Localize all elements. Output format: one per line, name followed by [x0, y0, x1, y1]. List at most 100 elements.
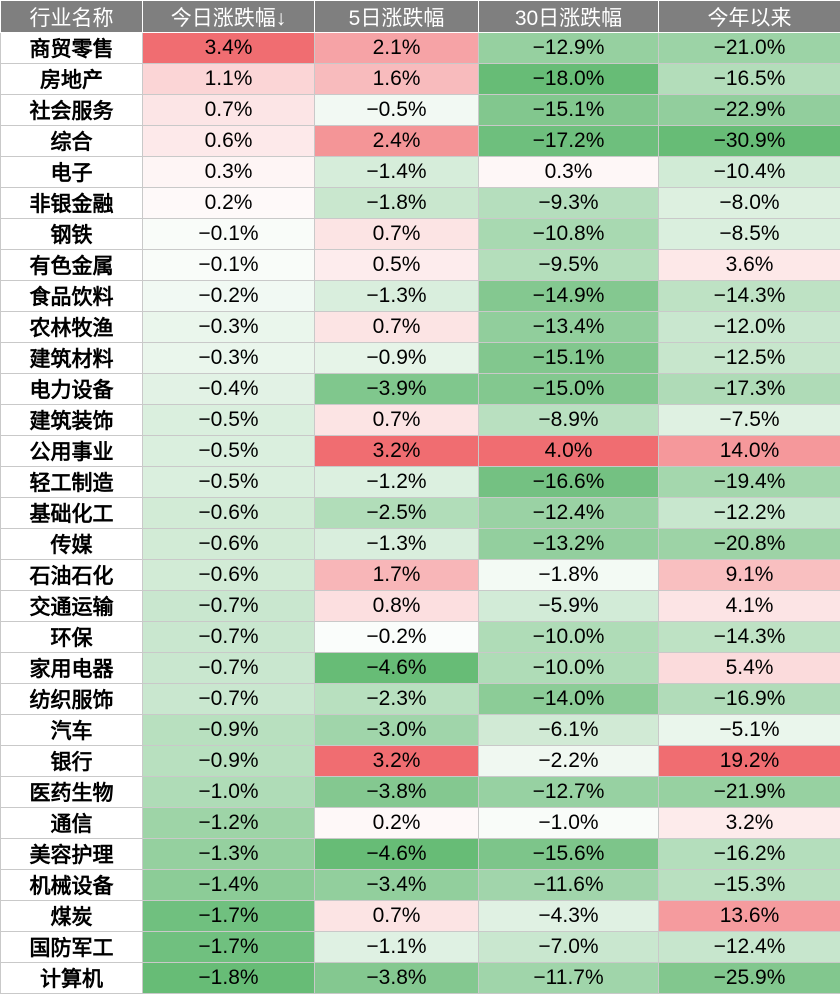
table-row: 建筑装饰−0.5%0.7%−8.9%−7.5%	[1, 405, 840, 436]
30day-change-cell: −8.9%	[479, 405, 659, 436]
30day-change-cell: 4.0%	[479, 436, 659, 467]
ytd-change-cell: −8.0%	[659, 188, 840, 219]
30day-change-cell: −14.9%	[479, 281, 659, 312]
5day-change-cell: 0.7%	[315, 901, 479, 932]
sector-name-cell: 非银金融	[1, 188, 143, 219]
ytd-change-cell: −16.2%	[659, 839, 840, 870]
5day-change-cell: 3.2%	[315, 746, 479, 777]
today-change-cell: −0.3%	[143, 343, 315, 374]
today-change-cell: −0.6%	[143, 529, 315, 560]
table-row: 银行−0.9%3.2%−2.2%19.2%	[1, 746, 840, 777]
30day-change-cell: −9.3%	[479, 188, 659, 219]
header-sector-name: 行业名称	[1, 1, 143, 33]
5day-change-cell: 0.7%	[315, 219, 479, 250]
sector-name-cell: 公用事业	[1, 436, 143, 467]
ytd-change-cell: −17.3%	[659, 374, 840, 405]
sector-name-cell: 综合	[1, 126, 143, 157]
30day-change-cell: −9.5%	[479, 250, 659, 281]
table-row: 农林牧渔−0.3%0.7%−13.4%−12.0%	[1, 312, 840, 343]
today-change-cell: −0.2%	[143, 281, 315, 312]
ytd-change-cell: 3.6%	[659, 250, 840, 281]
5day-change-cell: 3.2%	[315, 436, 479, 467]
30day-change-cell: −13.2%	[479, 529, 659, 560]
sector-name-cell: 轻工制造	[1, 467, 143, 498]
ytd-change-cell: −10.4%	[659, 157, 840, 188]
30day-change-cell: −11.7%	[479, 963, 659, 994]
5day-change-cell: 2.4%	[315, 126, 479, 157]
today-change-cell: −0.3%	[143, 312, 315, 343]
ytd-change-cell: −14.3%	[659, 622, 840, 653]
table-row: 石油石化−0.6%1.7%−1.8%9.1%	[1, 560, 840, 591]
5day-change-cell: −1.2%	[315, 467, 479, 498]
30day-change-cell: −15.0%	[479, 374, 659, 405]
5day-change-cell: −1.4%	[315, 157, 479, 188]
sector-name-cell: 有色金属	[1, 250, 143, 281]
sector-name-cell: 商贸零售	[1, 33, 143, 64]
30day-change-cell: −10.0%	[479, 622, 659, 653]
5day-change-cell: 1.7%	[315, 560, 479, 591]
5day-change-cell: −3.8%	[315, 777, 479, 808]
ytd-change-cell: −12.2%	[659, 498, 840, 529]
30day-change-cell: −1.8%	[479, 560, 659, 591]
ytd-change-cell: −21.9%	[659, 777, 840, 808]
today-change-cell: 0.6%	[143, 126, 315, 157]
sector-name-cell: 传媒	[1, 529, 143, 560]
30day-change-cell: −4.3%	[479, 901, 659, 932]
table-row: 钢铁−0.1%0.7%−10.8%−8.5%	[1, 219, 840, 250]
table-row: 机械设备−1.4%−3.4%−11.6%−15.3%	[1, 870, 840, 901]
table-row: 轻工制造−0.5%−1.2%−16.6%−19.4%	[1, 467, 840, 498]
5day-change-cell: −0.5%	[315, 95, 479, 126]
table-row: 煤炭−1.7%0.7%−4.3%13.6%	[1, 901, 840, 932]
today-change-cell: −0.1%	[143, 219, 315, 250]
ytd-change-cell: −15.3%	[659, 870, 840, 901]
ytd-change-cell: −12.5%	[659, 343, 840, 374]
table-row: 交通运输−0.7%0.8%−5.9%4.1%	[1, 591, 840, 622]
today-change-cell: −0.9%	[143, 746, 315, 777]
5day-change-cell: −3.0%	[315, 715, 479, 746]
table-row: 纺织服饰−0.7%−2.3%−14.0%−16.9%	[1, 684, 840, 715]
sector-name-cell: 汽车	[1, 715, 143, 746]
today-change-cell: −0.5%	[143, 405, 315, 436]
5day-change-cell: 0.5%	[315, 250, 479, 281]
sector-name-cell: 通信	[1, 808, 143, 839]
30day-change-cell: −14.0%	[479, 684, 659, 715]
header-30day-change: 30日涨跌幅	[479, 1, 659, 33]
ytd-change-cell: 14.0%	[659, 436, 840, 467]
30day-change-cell: −15.6%	[479, 839, 659, 870]
5day-change-cell: −1.3%	[315, 529, 479, 560]
ytd-change-cell: −5.1%	[659, 715, 840, 746]
today-change-cell: −0.7%	[143, 622, 315, 653]
table-row: 环保−0.7%−0.2%−10.0%−14.3%	[1, 622, 840, 653]
ytd-change-cell: −16.5%	[659, 64, 840, 95]
today-change-cell: 0.3%	[143, 157, 315, 188]
30day-change-cell: −17.2%	[479, 126, 659, 157]
today-change-cell: −0.6%	[143, 560, 315, 591]
header-today-change[interactable]: 今日涨跌幅↓	[143, 1, 315, 33]
today-change-cell: −0.4%	[143, 374, 315, 405]
sector-name-cell: 交通运输	[1, 591, 143, 622]
today-change-cell: −1.8%	[143, 963, 315, 994]
today-change-cell: −1.7%	[143, 901, 315, 932]
table-row: 家用电器−0.7%−4.6%−10.0%5.4%	[1, 653, 840, 684]
ytd-change-cell: −19.4%	[659, 467, 840, 498]
today-change-cell: −1.4%	[143, 870, 315, 901]
today-change-cell: 1.1%	[143, 64, 315, 95]
30day-change-cell: −2.2%	[479, 746, 659, 777]
table-row: 汽车−0.9%−3.0%−6.1%−5.1%	[1, 715, 840, 746]
30day-change-cell: −15.1%	[479, 95, 659, 126]
today-change-cell: −0.7%	[143, 684, 315, 715]
5day-change-cell: −1.1%	[315, 932, 479, 963]
30day-change-cell: −16.6%	[479, 467, 659, 498]
sector-name-cell: 机械设备	[1, 870, 143, 901]
sector-name-cell: 农林牧渔	[1, 312, 143, 343]
5day-change-cell: −2.5%	[315, 498, 479, 529]
ytd-change-cell: −30.9%	[659, 126, 840, 157]
ytd-change-cell: −21.0%	[659, 33, 840, 64]
ytd-change-cell: 19.2%	[659, 746, 840, 777]
